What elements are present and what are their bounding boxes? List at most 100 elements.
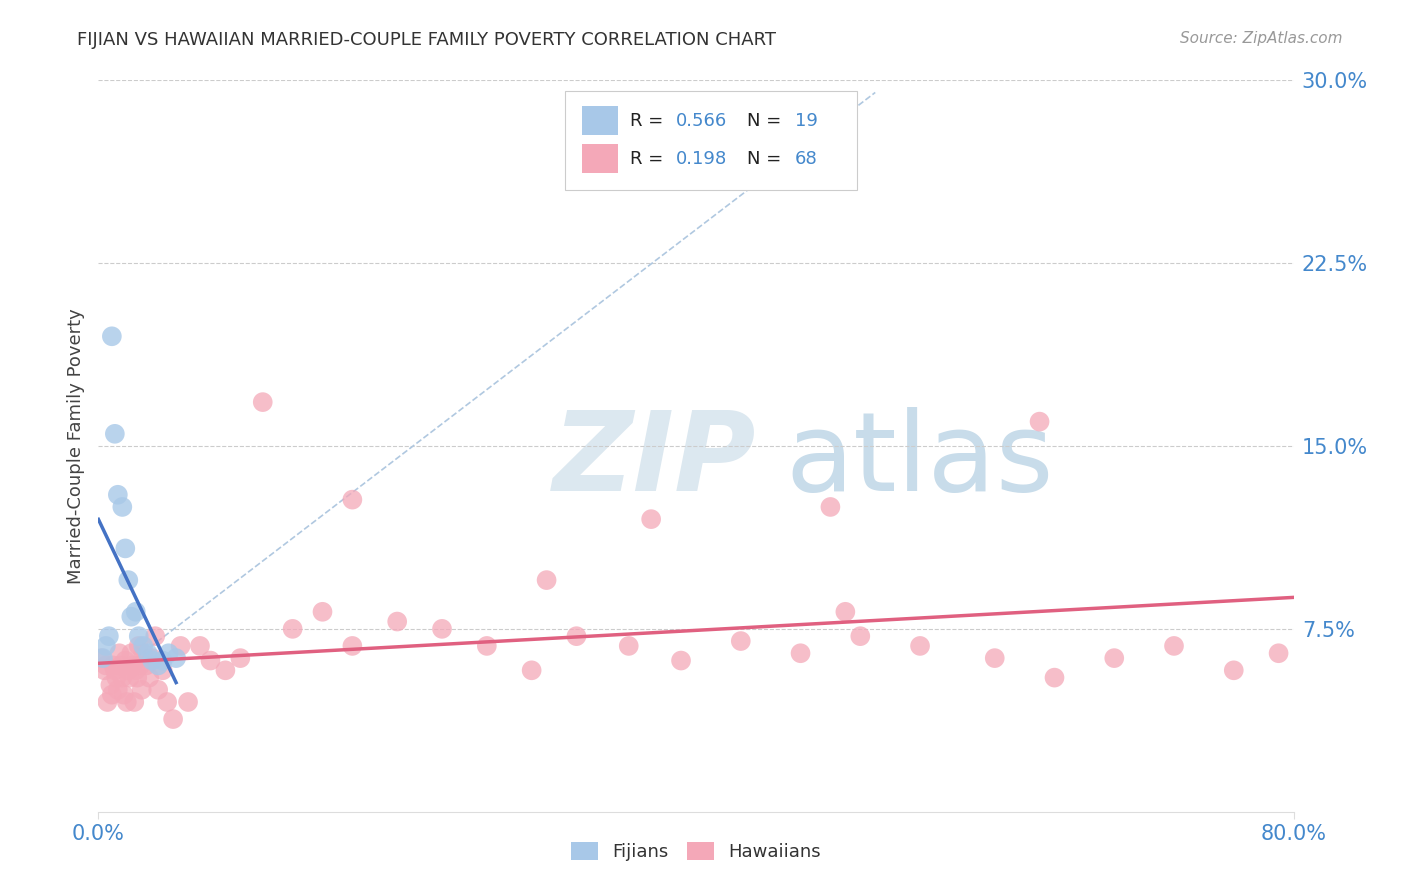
Point	[669, 654, 692, 668]
Point	[107, 682, 129, 697]
Text: R =: R =	[630, 150, 669, 168]
Point	[640, 512, 662, 526]
Text: 0.566: 0.566	[676, 112, 727, 129]
Point	[111, 671, 134, 685]
Point	[188, 639, 211, 653]
Text: 68: 68	[796, 150, 818, 168]
Point	[114, 541, 136, 556]
Point	[104, 426, 127, 441]
Point	[143, 629, 166, 643]
Point	[90, 651, 112, 665]
Point	[1223, 663, 1246, 677]
Point	[1163, 639, 1185, 653]
Point	[132, 639, 155, 653]
Point	[118, 671, 141, 685]
Point	[104, 663, 127, 677]
Point	[138, 671, 160, 685]
Y-axis label: Married-Couple Family Poverty: Married-Couple Family Poverty	[66, 308, 84, 584]
Point	[152, 654, 174, 668]
Text: FIJIAN VS HAWAIIAN MARRIED-COUPLE FAMILY POVERTY CORRELATION CHART: FIJIAN VS HAWAIIAN MARRIED-COUPLE FAMILY…	[77, 31, 776, 49]
Point	[475, 639, 498, 653]
Point	[131, 682, 153, 697]
Point	[96, 695, 118, 709]
Point	[121, 658, 143, 673]
Text: 19: 19	[796, 112, 818, 129]
Point	[156, 695, 179, 709]
Point	[430, 622, 453, 636]
Text: Source: ZipAtlas.com: Source: ZipAtlas.com	[1180, 31, 1343, 46]
FancyBboxPatch shape	[565, 91, 858, 190]
Point	[112, 688, 135, 702]
Text: ZIP: ZIP	[553, 407, 756, 514]
Point	[148, 682, 170, 697]
Point	[1028, 415, 1050, 429]
Point	[1043, 671, 1066, 685]
Point	[117, 663, 139, 677]
Point	[520, 663, 543, 677]
Point	[169, 639, 191, 653]
Point	[94, 658, 117, 673]
Point	[125, 605, 148, 619]
Point	[252, 395, 274, 409]
Point	[148, 658, 170, 673]
Point	[127, 671, 149, 685]
Point	[536, 573, 558, 587]
FancyBboxPatch shape	[582, 144, 619, 173]
Point	[834, 605, 856, 619]
Point	[91, 651, 114, 665]
Point	[128, 639, 150, 653]
Point	[107, 488, 129, 502]
Point	[101, 688, 124, 702]
Point	[117, 573, 139, 587]
Point	[135, 658, 157, 673]
Point	[120, 609, 142, 624]
Point	[311, 605, 333, 619]
Point	[152, 663, 174, 677]
Point	[200, 654, 222, 668]
Point	[820, 500, 842, 514]
Point	[617, 639, 640, 653]
Point	[132, 646, 155, 660]
Point	[849, 629, 872, 643]
Text: 0.198: 0.198	[676, 150, 727, 168]
Text: R =: R =	[630, 112, 669, 129]
Point	[105, 671, 128, 685]
Point	[94, 639, 117, 653]
Point	[108, 646, 131, 660]
Point	[97, 629, 120, 643]
Point	[129, 658, 152, 673]
Point	[281, 622, 304, 636]
Point	[385, 615, 409, 629]
Point	[1267, 646, 1289, 660]
Text: N =: N =	[748, 150, 787, 168]
Text: atlas: atlas	[786, 407, 1054, 514]
Point	[730, 634, 752, 648]
Point	[98, 678, 122, 692]
Point	[136, 646, 159, 660]
Point	[908, 639, 931, 653]
FancyBboxPatch shape	[582, 106, 619, 135]
Point	[157, 646, 180, 660]
Point	[93, 663, 115, 677]
Point	[565, 629, 588, 643]
Point	[125, 663, 148, 677]
Point	[342, 639, 364, 653]
Point	[1104, 651, 1126, 665]
Point	[111, 500, 134, 514]
Point	[229, 651, 252, 665]
Point	[141, 651, 163, 665]
Legend: Fijians, Hawaiians: Fijians, Hawaiians	[564, 835, 828, 869]
Point	[789, 646, 811, 660]
Point	[177, 695, 200, 709]
Point	[115, 695, 138, 709]
Point	[165, 651, 187, 665]
Point	[103, 658, 125, 673]
Point	[114, 654, 136, 668]
Text: N =: N =	[748, 112, 787, 129]
Point	[110, 658, 132, 673]
Point	[162, 712, 184, 726]
Point	[141, 654, 163, 668]
Point	[124, 695, 146, 709]
Point	[342, 492, 364, 507]
Point	[214, 663, 236, 677]
